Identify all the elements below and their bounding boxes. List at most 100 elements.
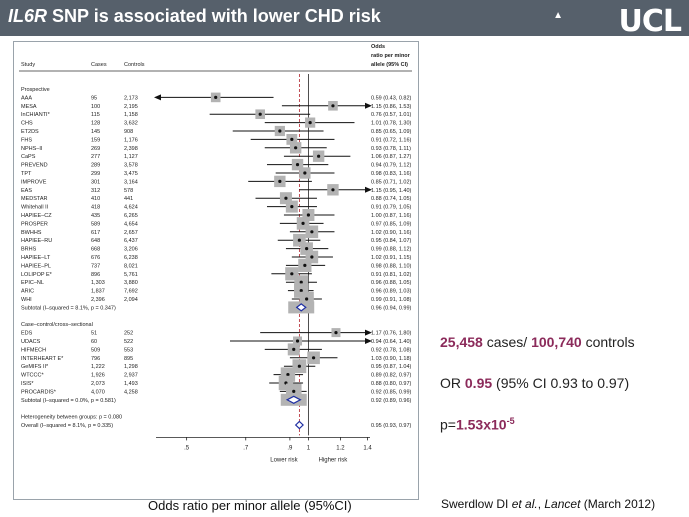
controls-value: 2,195 <box>124 104 138 110</box>
citation-date: (March 2012) <box>580 497 656 511</box>
study-label: HAPIEE–CZ <box>21 213 52 219</box>
section-label: Prospective <box>21 87 50 93</box>
study-label: NPHS–II <box>21 146 43 152</box>
controls-value: 908 <box>124 129 133 135</box>
forest-plot: Study Cases Controls Odds ratio per mino… <box>19 44 412 463</box>
controls-value: 2,937 <box>124 373 138 379</box>
or-ci-text: 0.94 (0.64, 1.40) <box>371 339 412 345</box>
study-label: WHI <box>21 297 32 303</box>
cases-value: 617 <box>91 230 100 236</box>
controls-value: 4,258 <box>124 389 138 395</box>
point-estimate <box>292 389 296 393</box>
cases-value: 95 <box>91 95 97 101</box>
or-ci-text: 0.96 (0.88, 1.05) <box>371 280 412 286</box>
study-label: IMPROVE <box>21 179 47 185</box>
point-estimate <box>297 238 301 242</box>
cases-value: 668 <box>91 247 100 253</box>
point-estimate <box>317 154 321 158</box>
or-ci-text: 0.91 (0.79, 1.05) <box>371 205 412 211</box>
x-tick-label: 1 <box>307 445 311 451</box>
study-label: AAA <box>21 95 32 101</box>
controls-value: 4,654 <box>124 221 138 227</box>
p-prefix: p= <box>440 416 456 433</box>
citation: Swerdlow DI et al., Lancet (March 2012) <box>441 497 655 511</box>
point-estimate <box>331 188 335 192</box>
cases-value: 301 <box>91 179 100 185</box>
point-estimate <box>306 213 310 217</box>
or-ci-text: 0.59 (0.43, 0.82) <box>371 95 412 101</box>
controls-value: 522 <box>124 339 133 345</box>
or-ci-text: 1.01 (0.78, 1.30) <box>371 121 412 127</box>
or-ci-text: 0.96 (0.94, 0.99) <box>371 305 412 311</box>
or-ci-text: 0.99 (0.91, 1.08) <box>371 297 412 303</box>
cases-value: 589 <box>91 221 100 227</box>
controls-value: 3,880 <box>124 280 138 286</box>
study-label: PROSPER <box>21 221 48 227</box>
or-prefix: OR <box>440 375 465 391</box>
cases-value: 145 <box>91 129 100 135</box>
cases-value: 1,926 <box>91 373 105 379</box>
study-label: HIFMECH <box>21 347 46 353</box>
cases-value: 2,396 <box>91 297 105 303</box>
sample-size-line: 25,458 cases/ 100,740 controls <box>440 334 635 350</box>
ci-arrow-right <box>365 186 372 193</box>
subtotal-diamond <box>295 303 307 312</box>
or-ci-text: 0.91 (0.81, 1.02) <box>371 272 412 278</box>
study-label: InCHIANTI* <box>21 112 51 118</box>
cases-value: 299 <box>91 171 100 177</box>
point-estimate <box>301 221 305 225</box>
ucl-dome-icon: ▲ <box>553 10 563 21</box>
or-ci-text: 0.92 (0.89, 0.96) <box>371 398 412 404</box>
or-ci-text: 1.02 (0.91, 1.15) <box>371 255 412 261</box>
point-estimate <box>303 171 307 175</box>
forest-plot-panel: Study Cases Controls Odds ratio per mino… <box>13 41 419 500</box>
controls-label: controls <box>581 334 635 350</box>
or-ci-text: 1.15 (0.95, 1.40) <box>371 188 412 194</box>
point-estimate <box>305 297 309 301</box>
or-ci-text: 0.97 (0.85, 1.09) <box>371 221 412 227</box>
study-label: HAPIEE–PL <box>21 263 51 269</box>
study-label: Whitehall II <box>21 205 49 211</box>
study-label: BWHHS <box>21 230 42 236</box>
point-estimate <box>331 104 335 108</box>
ci-arrow-right <box>365 102 372 109</box>
study-label: LOLIPOP E* <box>21 272 53 278</box>
controls-value: 252 <box>124 331 133 337</box>
cases-label: cases/ <box>482 334 532 350</box>
or-ci-text: 0.92 (0.85, 0.99) <box>371 389 412 395</box>
x-tick-label: .7 <box>243 445 249 451</box>
citation-journal: Lancet <box>544 497 581 511</box>
or-ci-text: 0.95 (0.93, 0.97) <box>371 423 412 429</box>
controls-value: 1,298 <box>124 364 138 370</box>
controls-value: 2,094 <box>124 297 138 303</box>
study-label: GeMIFS II* <box>21 364 49 370</box>
controls-value: 7,692 <box>124 289 138 295</box>
cases-value: 60 <box>91 339 97 345</box>
point-estimate <box>295 163 300 167</box>
study-label: ET2DS <box>21 129 39 135</box>
or-ci-text: 0.89 (0.82, 0.97) <box>371 373 412 379</box>
cases-value: 159 <box>91 137 100 143</box>
header-study: Study <box>21 62 35 68</box>
point-estimate <box>294 146 298 150</box>
x-tick-label: .9 <box>287 445 293 451</box>
controls-value: 895 <box>124 356 133 362</box>
study-label: WTCCC* <box>21 373 44 379</box>
cases-value: 737 <box>91 263 100 269</box>
point-estimate <box>286 373 290 377</box>
study-label: CHS <box>21 121 33 127</box>
cases-value: 312 <box>91 188 100 194</box>
controls-value: 441 <box>124 196 133 202</box>
point-estimate <box>311 356 316 360</box>
controls-value: 3,164 <box>124 179 138 185</box>
cases-value: 1,303 <box>91 280 105 286</box>
study-label: UDACS <box>21 339 41 345</box>
controls-value: 6,265 <box>124 213 138 219</box>
x-tick-label: 1.2 <box>336 445 345 451</box>
cases-value: 4,070 <box>91 389 105 395</box>
or-ci-text: 0.98 (0.88, 1.10) <box>371 263 412 269</box>
study-label: PREVEND <box>21 163 48 169</box>
p-exponent: -5 <box>506 416 515 426</box>
citation-authors: Swerdlow DI <box>441 497 512 511</box>
point-estimate <box>303 263 307 267</box>
